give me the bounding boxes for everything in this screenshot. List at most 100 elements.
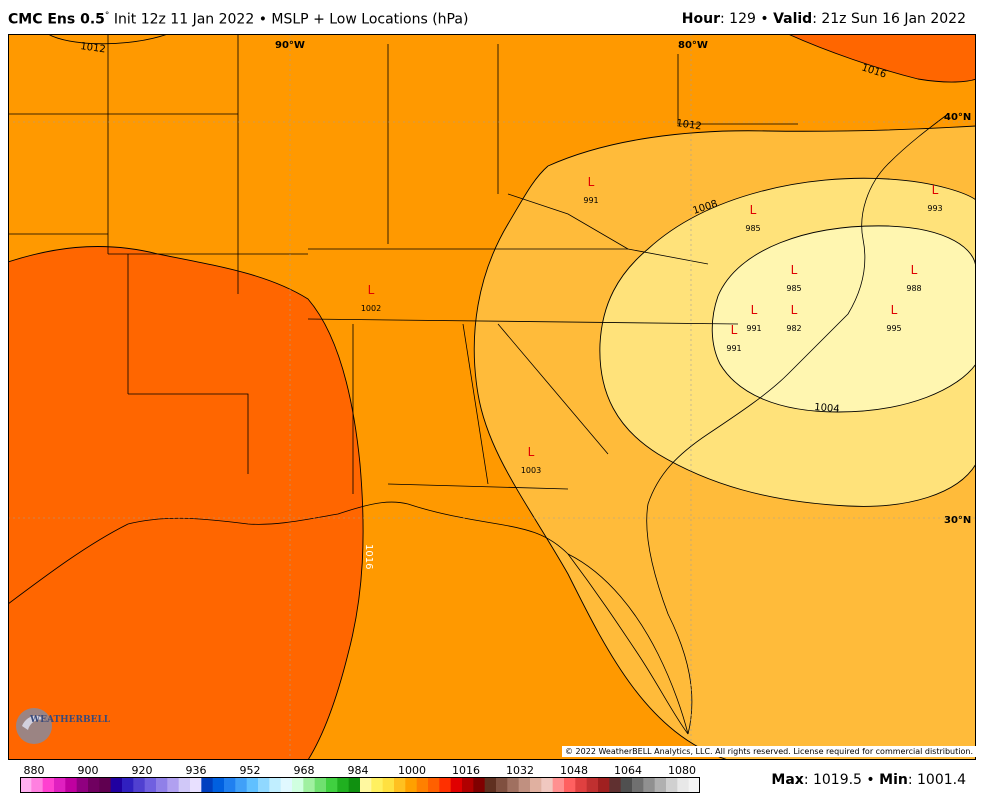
- hour-label: Hour: [681, 11, 720, 27]
- isobar-1012: [547, 125, 976, 167]
- scale-swatch-42: [496, 777, 508, 793]
- low-pressure-value-9: 1002: [361, 304, 381, 313]
- scale-label-12: 1080: [668, 764, 696, 777]
- scale-swatch-29: [348, 777, 361, 793]
- graticule: [8, 34, 976, 760]
- min-value: : 1001.4: [907, 772, 966, 788]
- scale-swatch-47: [552, 777, 565, 793]
- scale-swatch-15: [190, 777, 202, 793]
- lat-label-40n: 40°N: [944, 112, 971, 123]
- lat-label-30n: 30°N: [944, 515, 971, 526]
- hour-value: : 129: [720, 11, 756, 27]
- scale-swatch-0: [20, 777, 32, 793]
- scale-swatch-58: [677, 777, 690, 793]
- scale-label-10: 1048: [560, 764, 588, 777]
- state-line-10: [462, 323, 489, 485]
- scale-swatch-51: [598, 777, 610, 793]
- scale-swatch-38: [450, 777, 463, 793]
- scale-swatch-52: [609, 777, 622, 793]
- isobar-label-1016-west: 1016: [363, 544, 374, 569]
- low-pressure-value-7: 995: [886, 324, 901, 333]
- scale-swatch-57: [666, 777, 678, 793]
- scale-label-2: 920: [131, 764, 153, 777]
- scale-swatch-9: [122, 777, 134, 793]
- low-marker-2: L: [932, 183, 939, 197]
- scale-swatch-10: [133, 777, 146, 793]
- map-title: CMC Ens 0.5° Init 12z 11 Jan 2022 • MSLP…: [8, 11, 468, 28]
- scale-swatch-40: [473, 777, 486, 793]
- scale-swatch-32: [382, 777, 395, 793]
- scale-swatch-4: [65, 777, 78, 793]
- scale-swatch-17: [212, 777, 225, 793]
- scale-swatch-2: [42, 777, 55, 793]
- scale-swatch-5: [76, 777, 89, 793]
- state-line-13: [128, 393, 249, 474]
- valid-time-header: Hour: 129 • Valid: 21z Sun 16 Jan 2022: [682, 11, 966, 27]
- state-line-11: [387, 483, 569, 490]
- isobar-1016-ne: [787, 34, 976, 83]
- scale-swatch-30: [360, 777, 372, 793]
- scale-label-0: 880: [23, 764, 45, 777]
- scale-swatch-50: [586, 777, 599, 793]
- scale-swatch-24: [292, 777, 304, 793]
- scale-swatch-36: [428, 777, 440, 793]
- max-value: : 1019.5: [803, 772, 862, 788]
- scale-swatch-49: [575, 777, 588, 793]
- fill-1016-west: [8, 246, 364, 760]
- low-marker-6: L: [791, 303, 798, 317]
- logo-text: WEATHERBELL: [29, 715, 111, 725]
- scale-swatch-41: [484, 777, 497, 793]
- scale-swatch-7: [99, 777, 112, 793]
- scale-swatch-56: [654, 777, 667, 793]
- scale-swatch-28: [337, 777, 350, 793]
- min-label: Min: [879, 772, 908, 788]
- low-marker-8: L: [731, 323, 738, 337]
- scale-swatch-35: [416, 777, 429, 793]
- state-line-8: [307, 318, 739, 325]
- isobar-label-1004: 1004: [814, 402, 840, 415]
- state-line-17: [677, 54, 798, 125]
- scale-swatch-12: [156, 777, 168, 793]
- isobar-1012-nw: [47, 34, 169, 45]
- scale-label-5: 968: [293, 764, 315, 777]
- scale-swatch-16: [201, 777, 214, 793]
- scale-swatch-34: [405, 777, 418, 793]
- low-pressure-value-3: 985: [786, 284, 801, 293]
- scale-swatch-11: [144, 777, 157, 793]
- isobar-1012-east: [473, 165, 729, 760]
- low-marker-7: L: [891, 303, 898, 317]
- low-marker-4: L: [911, 263, 918, 277]
- scale-swatch-59: [688, 777, 700, 793]
- max-label: Max: [771, 772, 804, 788]
- gulf-coast: [8, 501, 689, 735]
- low-marker-5: L: [751, 303, 758, 317]
- scale-label-6: 984: [347, 764, 369, 777]
- scale-swatch-14: [178, 777, 191, 793]
- model-name: CMC Ens 0.5: [8, 11, 105, 28]
- lon-label-80w: 80°W: [678, 40, 708, 51]
- low-pressure-value-1: 985: [745, 224, 760, 233]
- scale-swatch-20: [246, 777, 259, 793]
- isobar-1016-west: [8, 246, 364, 760]
- low-marker-1: L: [750, 203, 757, 217]
- scale-swatch-45: [530, 777, 542, 793]
- low-pressure-value-0: 991: [583, 196, 598, 205]
- low-pressure-value-2: 993: [927, 204, 942, 213]
- init-time: Init 12z 11 Jan 2022: [113, 11, 255, 28]
- valid-label: Valid: [773, 11, 813, 27]
- state-line-14: [497, 323, 609, 455]
- state-line-16: [507, 193, 629, 250]
- pressure-map: 90°W 80°W 40°N 30°N 1016 1012 1008 1004 …: [8, 34, 976, 760]
- low-pressure-value-8: 991: [726, 344, 741, 353]
- florida-gulf: [567, 553, 689, 735]
- scale-label-1: 900: [77, 764, 99, 777]
- scale-swatch-23: [280, 777, 293, 793]
- scale-swatch-19: [235, 777, 248, 793]
- logo-icon: WEATHERBELL: [16, 708, 111, 744]
- scale-swatch-1: [31, 777, 44, 793]
- scale-swatch-39: [462, 777, 474, 793]
- low-markers: L 991 L 985 L 993 L 985 L 988 L 991 L 982 L 995 L 991 L 100…: [361, 175, 943, 475]
- scale-label-7: 1000: [398, 764, 426, 777]
- fill-below-1004: [712, 225, 976, 412]
- low-marker-9: L: [368, 283, 375, 297]
